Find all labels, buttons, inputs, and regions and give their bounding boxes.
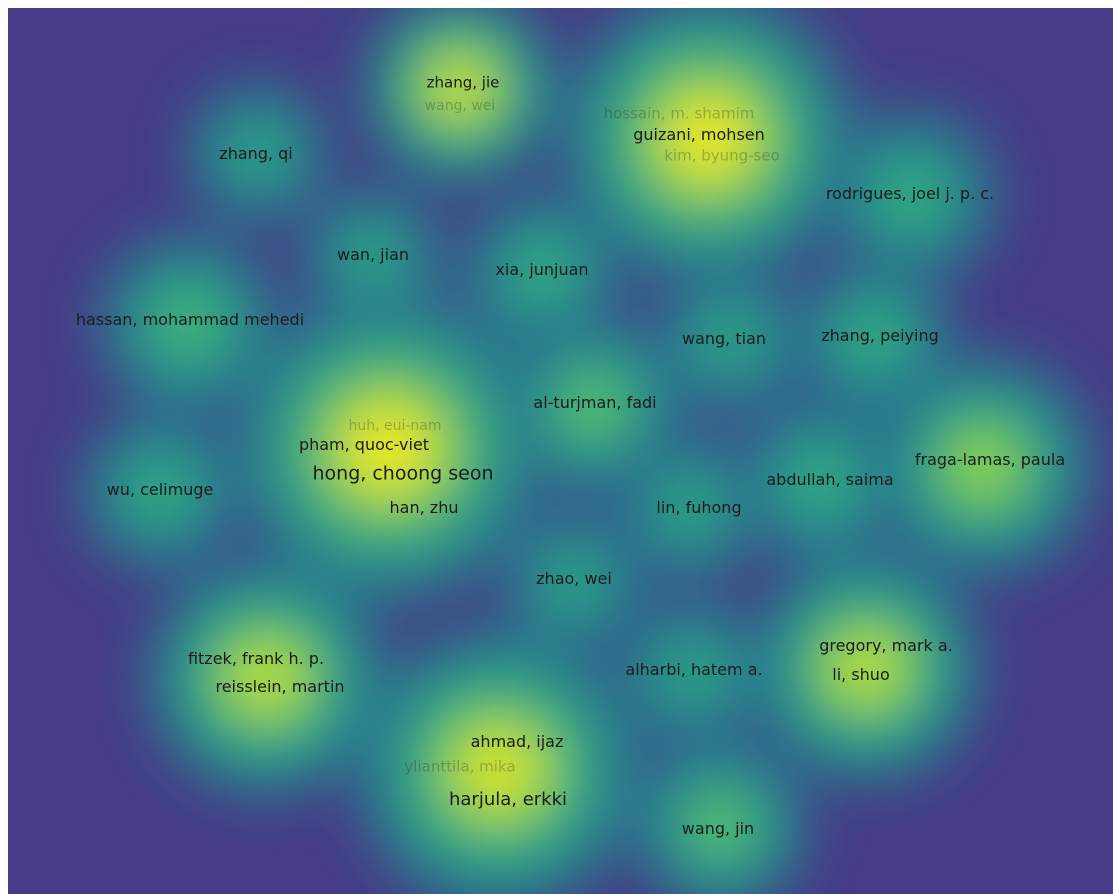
density-blob (439, 67, 481, 109)
density-blob (959, 442, 1007, 490)
node-label[interactable]: han, zhu (389, 498, 459, 517)
density-blob (558, 566, 590, 598)
node-label[interactable]: wan, jian (336, 245, 410, 264)
density-blob (524, 255, 560, 291)
density-blob (801, 463, 839, 501)
node-label[interactable]: kim, byung-seo (664, 146, 780, 165)
density-blob (841, 643, 891, 693)
node-label[interactable]: hassan, mohammad mehedi (75, 310, 305, 329)
node-label[interactable]: wang, jin (681, 819, 755, 838)
node-label[interactable]: zhang, peiying (821, 326, 939, 345)
node-label[interactable]: hong, choong seon (312, 462, 494, 485)
node-label[interactable]: zhao, wei (536, 569, 612, 588)
node-label[interactable]: reisslein, martin (215, 677, 345, 696)
node-label[interactable]: pham, quoc-viet (298, 435, 430, 454)
node-label[interactable]: gregory, mark a. (819, 636, 953, 655)
node-label[interactable]: xia, junjuan (495, 260, 589, 279)
node-label[interactable]: guizani, mohsen (633, 125, 765, 144)
node-label[interactable]: harjula, erkki (448, 789, 568, 810)
node-label[interactable]: wang, wei (424, 98, 496, 114)
node-label[interactable]: wang, tian (681, 329, 767, 348)
density-blob (168, 304, 208, 344)
density-blob (676, 106, 740, 170)
density-background (8, 8, 1113, 894)
node-label[interactable]: hossain, m. shamim (603, 104, 755, 123)
density-blob (673, 491, 707, 525)
density-blob (467, 739, 529, 801)
density-map: zhang, jie wang, wei hossain, m. shamim gui… (8, 8, 1113, 894)
node-label[interactable]: abdullah, saima (766, 470, 894, 489)
density-blob (856, 320, 892, 356)
density-blob (891, 176, 931, 216)
node-label[interactable]: lin, fuhong (656, 498, 742, 517)
node-label[interactable]: huh, eui-nam (348, 418, 442, 434)
node-label[interactable]: zhang, jie (426, 73, 500, 92)
node-label[interactable]: ylianttila, mika (404, 757, 516, 776)
node-label[interactable]: wu, celimuge (106, 480, 214, 499)
node-label[interactable]: fraga-lamas, paula (914, 450, 1066, 469)
node-label[interactable]: ahmad, ijaz (470, 732, 564, 751)
density-blob (240, 652, 292, 704)
density-blob (355, 415, 421, 481)
node-label[interactable]: li, shuo (832, 665, 890, 684)
density-blob (700, 806, 740, 846)
density-blob (675, 656, 709, 690)
node-label[interactable]: fitzek, frank h. p. (187, 649, 325, 668)
node-label[interactable]: zhang, qi (219, 144, 293, 163)
node-label[interactable]: alharbi, hatem a. (625, 660, 763, 679)
node-label[interactable]: rodrigues, joel j. p. c. (825, 184, 995, 203)
density-blob (357, 242, 389, 274)
density-blob (142, 474, 178, 510)
density-blob (242, 137, 274, 169)
density-blob (573, 386, 613, 426)
density-blob (713, 323, 747, 357)
node-label[interactable]: al-turjman, fadi (533, 393, 657, 412)
